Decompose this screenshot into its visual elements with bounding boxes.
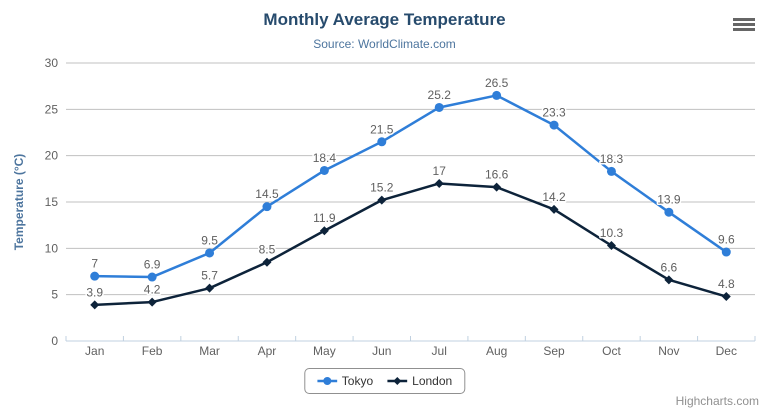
data-label: 26.5	[485, 76, 509, 90]
legend-symbol-marker	[322, 377, 331, 385]
y-axis-label: 30	[45, 56, 59, 70]
data-label: 4.2	[144, 283, 161, 297]
y-axis-label: 25	[45, 102, 59, 116]
credits-link[interactable]: Highcharts.com	[675, 394, 759, 408]
y-axis-title: Temperature (°C)	[12, 153, 26, 251]
point-london-aug[interactable]	[492, 182, 502, 192]
point-london-dec[interactable]	[721, 292, 731, 302]
data-label: 25.2	[428, 88, 452, 102]
data-label: 14.5	[255, 187, 279, 201]
hamburger-icon	[733, 27, 755, 31]
point-london-feb[interactable]	[147, 297, 157, 307]
data-label: 15.2	[370, 181, 394, 195]
data-label: 6.6	[661, 260, 678, 274]
point-tokyo-aug[interactable]	[492, 90, 502, 100]
point-tokyo-jun[interactable]	[377, 137, 387, 147]
x-axis-label: Apr	[258, 344, 277, 358]
hamburger-icon	[733, 17, 755, 21]
data-label: 17	[433, 164, 447, 178]
y-axis-label: 20	[45, 149, 59, 163]
data-label: 18.3	[600, 152, 624, 166]
point-tokyo-jul[interactable]	[434, 102, 444, 112]
data-label: 4.8	[718, 277, 735, 291]
x-axis-label: Aug	[486, 344, 507, 358]
data-label: 3.9	[86, 285, 103, 299]
x-axis-label: Oct	[602, 344, 621, 358]
data-label: 23.3	[542, 106, 566, 120]
legend-symbol-marker	[393, 377, 402, 385]
x-axis-label: Mar	[199, 344, 220, 358]
data-label: 9.6	[718, 233, 735, 247]
series-line-tokyo[interactable]	[93, 94, 728, 279]
point-london-apr[interactable]	[262, 257, 272, 267]
point-london-jan[interactable]	[90, 300, 100, 310]
point-london-may[interactable]	[319, 226, 329, 236]
x-axis-label: May	[313, 344, 336, 358]
x-axis-label: Jan	[85, 344, 104, 358]
legend-label: London	[412, 374, 453, 388]
data-label: 9.5	[201, 233, 218, 247]
series-line-london[interactable]	[93, 182, 728, 307]
x-axis-label: Sep	[543, 344, 565, 358]
point-tokyo-mar[interactable]	[205, 248, 215, 258]
data-label: 11.9	[313, 211, 336, 225]
point-london-sep[interactable]	[549, 204, 559, 214]
point-tokyo-oct[interactable]	[606, 166, 616, 176]
x-axis-label: Dec	[716, 344, 737, 358]
legend: Tokyo London	[303, 368, 466, 394]
diamond-marker-icon	[387, 377, 408, 385]
y-axis-label: 10	[45, 241, 59, 255]
x-axis-label: Nov	[658, 344, 679, 358]
data-label: 21.5	[370, 122, 394, 136]
hamburger-icon	[733, 22, 755, 26]
circle-marker-icon	[316, 377, 337, 385]
point-tokyo-sep[interactable]	[549, 120, 559, 130]
point-tokyo-jan[interactable]	[90, 271, 100, 281]
point-tokyo-nov[interactable]	[664, 207, 674, 217]
point-london-jun[interactable]	[377, 195, 387, 205]
legend-item-london[interactable]: London	[387, 374, 452, 388]
data-label: 16.6	[485, 168, 509, 182]
x-axis-label: Jul	[432, 344, 447, 358]
chart-subtitle: Source: WorldClimate.com	[313, 37, 456, 51]
data-label: 10.3	[600, 226, 624, 240]
point-london-mar[interactable]	[205, 283, 215, 293]
data-label: 14.2	[542, 190, 566, 204]
data-label: 7	[91, 257, 98, 271]
legend-item-tokyo[interactable]: Tokyo	[316, 374, 374, 388]
y-axis-label: 15	[45, 195, 59, 209]
x-axis-label: Feb	[142, 344, 163, 358]
point-tokyo-may[interactable]	[319, 165, 329, 175]
point-london-nov[interactable]	[664, 275, 674, 285]
context-menu-button[interactable]	[732, 14, 756, 34]
data-label: 13.9	[657, 193, 681, 207]
data-label: 6.9	[144, 258, 161, 272]
point-tokyo-feb[interactable]	[147, 272, 157, 282]
legend-label: Tokyo	[341, 374, 374, 388]
data-label: 18.4	[313, 151, 337, 165]
data-label: 8.5	[259, 243, 276, 257]
x-axis-label: Jun	[372, 344, 391, 358]
point-tokyo-dec[interactable]	[721, 247, 731, 257]
point-london-jul[interactable]	[434, 178, 444, 188]
chart-title: Monthly Average Temperature	[263, 10, 506, 29]
point-london-oct[interactable]	[606, 241, 616, 251]
y-axis-label: 5	[51, 288, 58, 302]
y-axis-label: 0	[51, 334, 58, 348]
data-label: 5.7	[201, 269, 218, 283]
point-tokyo-apr[interactable]	[262, 202, 272, 212]
